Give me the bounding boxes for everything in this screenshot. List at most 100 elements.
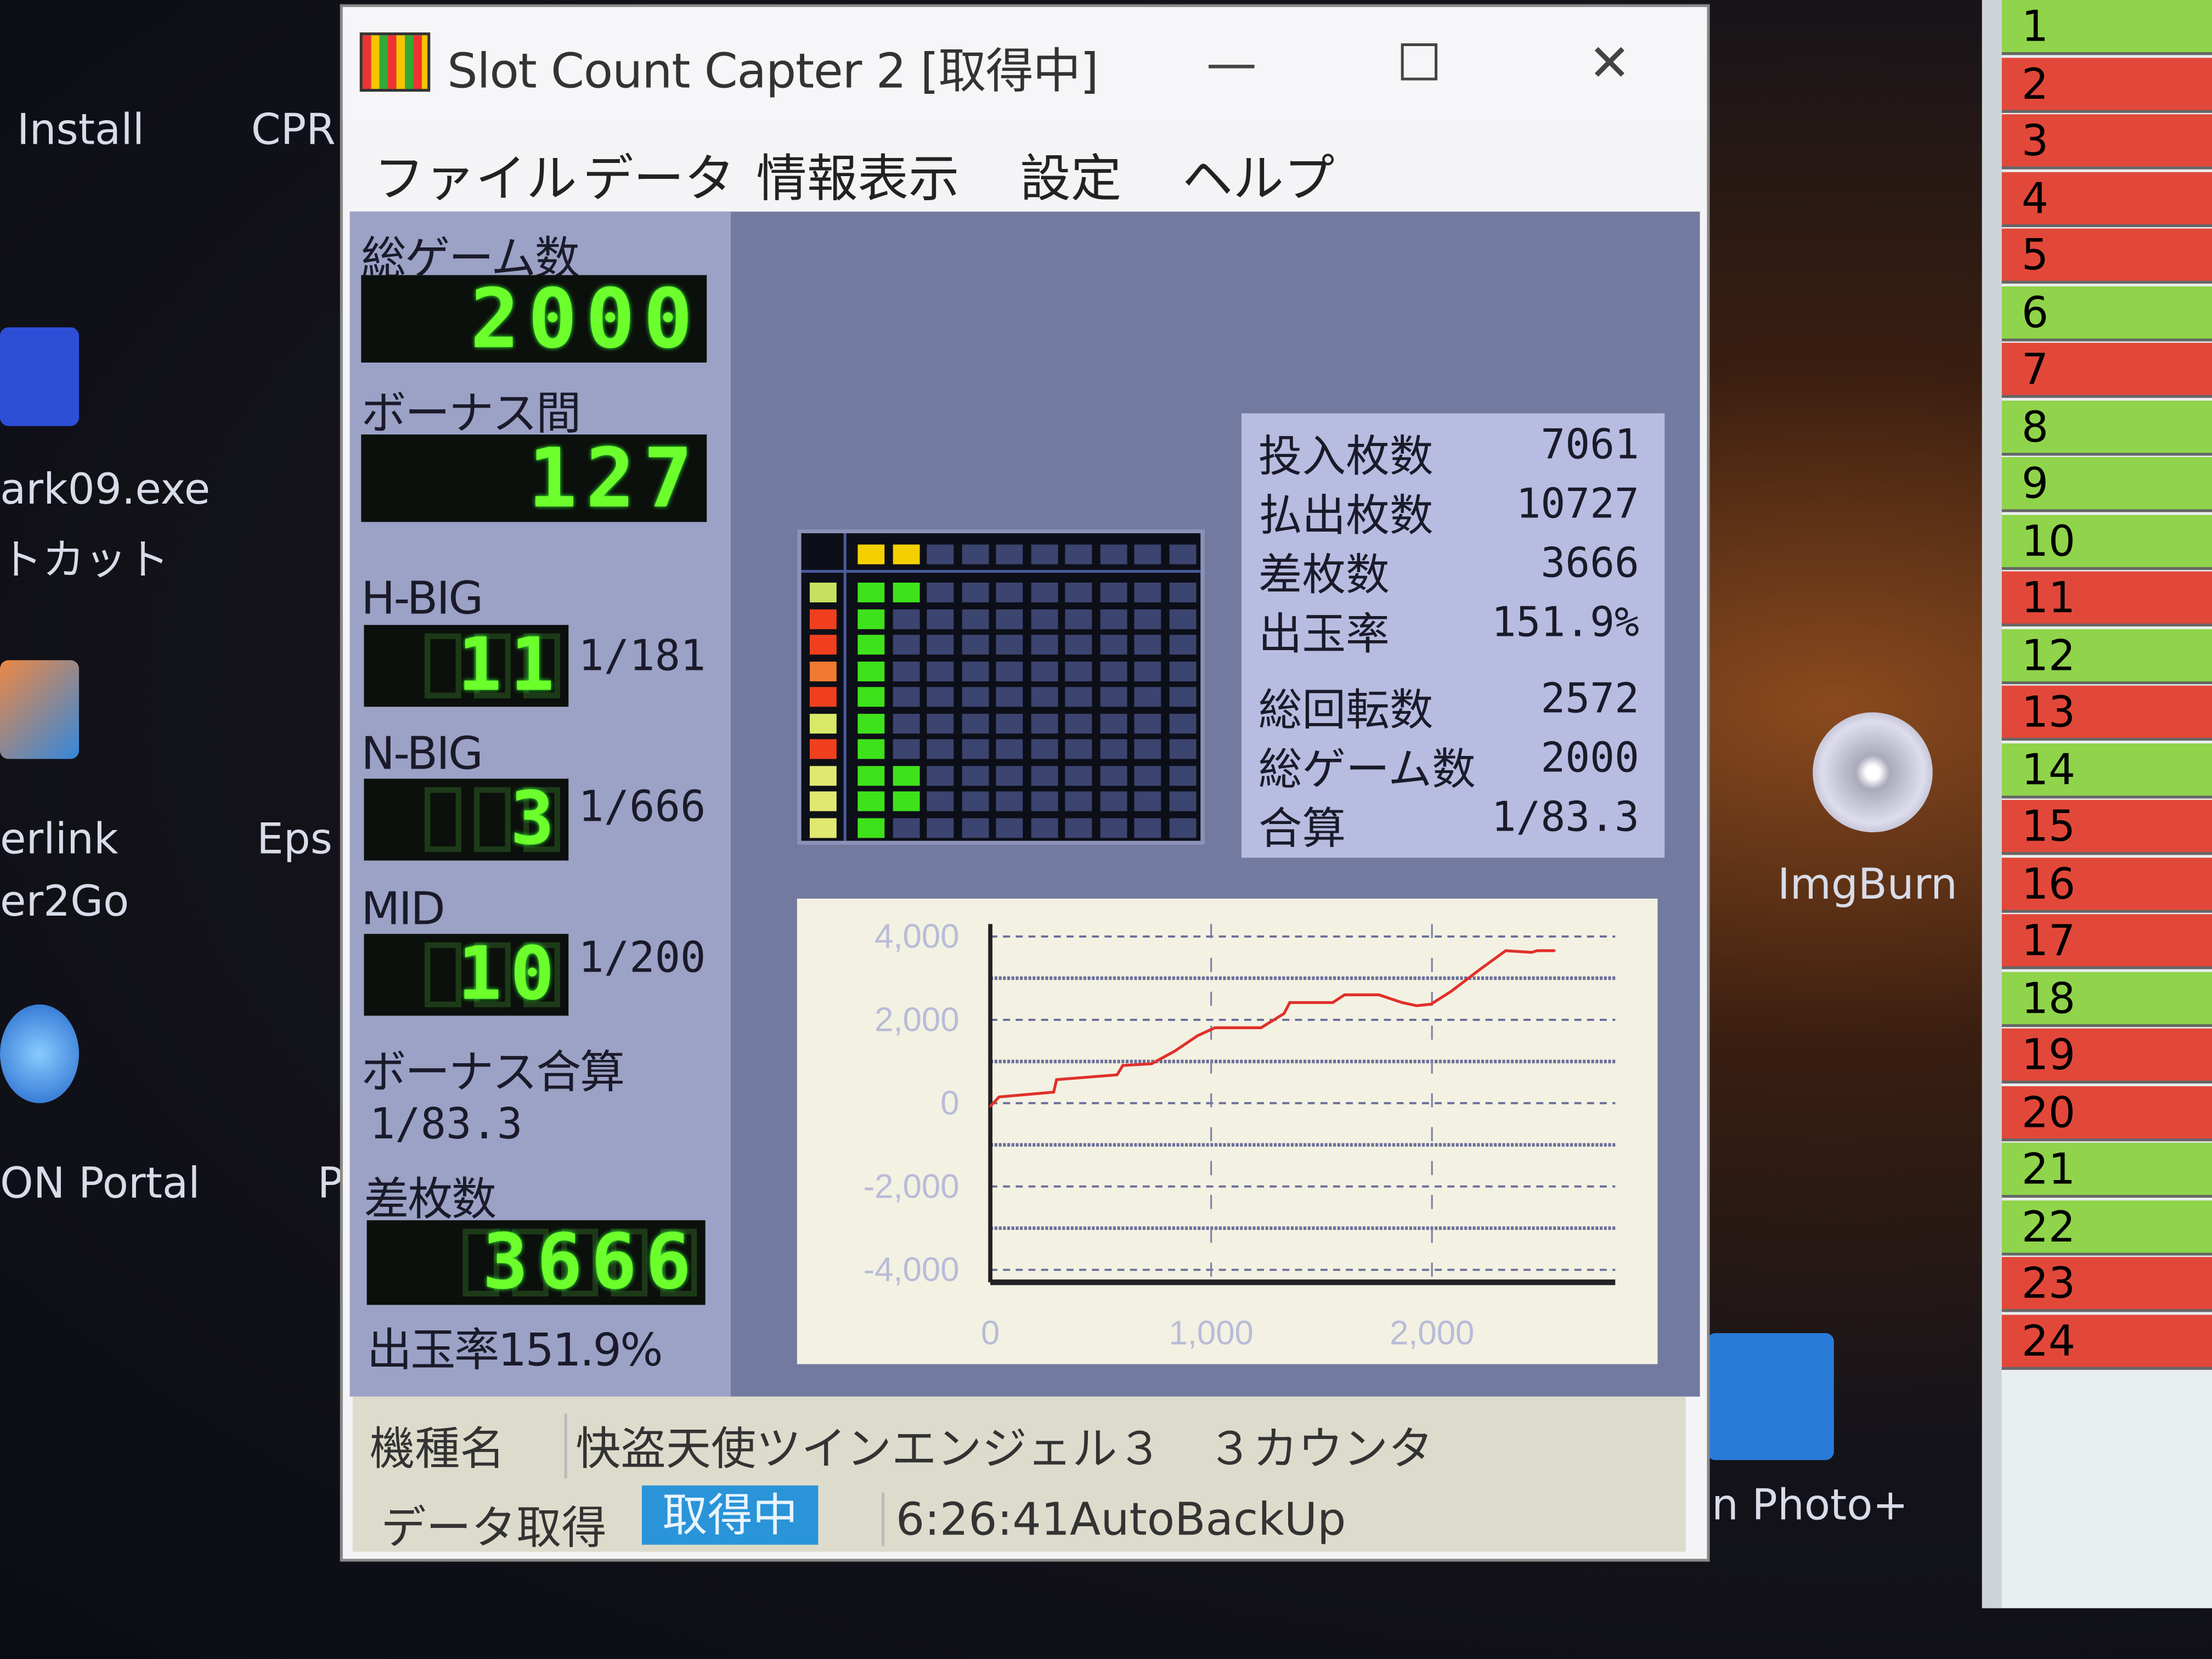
led-cell — [961, 739, 989, 759]
menu-info[interactable]: 情報表示 — [756, 151, 960, 209]
unlit-digit-cell — [512, 1228, 549, 1297]
menu-settings[interactable]: 設定 — [1020, 151, 1122, 209]
desktop-icon-label[interactable]: Eps — [256, 815, 332, 865]
stat-value: 151.9% — [1491, 598, 1639, 646]
sheet-row[interactable]: 10 — [2001, 514, 2212, 569]
stat-label: 総ゲーム数 — [1258, 744, 1476, 796]
sheet-row[interactable]: 16 — [2001, 857, 2212, 912]
sheet-row[interactable]: 5 — [2001, 228, 2212, 284]
info-icon[interactable] — [0, 1004, 79, 1103]
data-point — [989, 1105, 992, 1108]
sheet-row[interactable]: 4 — [2001, 171, 2212, 227]
led-cell — [1030, 713, 1058, 733]
maximize-button[interactable]: ☐ — [1396, 35, 1442, 93]
led-cell — [961, 713, 989, 733]
disc-icon[interactable] — [1813, 712, 1933, 833]
sheet-row[interactable]: 19 — [2001, 1028, 2212, 1084]
led-cell — [892, 544, 919, 565]
led-cell — [1134, 687, 1161, 707]
desktop-icon-label[interactable]: Install — [16, 105, 145, 155]
mid-display: 10 — [364, 934, 569, 1016]
sheet-row[interactable]: 15 — [2001, 799, 2212, 855]
led-cell — [1169, 739, 1196, 759]
status-badge: 取得中 — [641, 1485, 819, 1545]
sheet-row[interactable]: 7 — [2001, 342, 2212, 398]
led-cell — [996, 687, 1023, 707]
sheet-row[interactable]: 23 — [2001, 1257, 2212, 1312]
data-point — [1449, 990, 1452, 993]
sheet-row[interactable]: 1 — [2001, 0, 2212, 55]
led-cell — [927, 687, 954, 707]
sheet-row[interactable]: 9 — [2001, 457, 2212, 512]
data-point — [1530, 951, 1533, 953]
led-cell — [857, 687, 885, 707]
desktop-icon-label[interactable]: ImgBurn — [1777, 860, 1957, 910]
led-cell — [927, 817, 954, 838]
data-point — [1116, 1074, 1119, 1076]
nbig-label: N-BIG — [361, 726, 483, 780]
counter-panel: 総ゲーム数 2000 ボーナス間 127 H-BIG 11 1/181 N-BI… — [349, 211, 731, 1397]
sheet-row[interactable]: 18 — [2001, 971, 2212, 1026]
desktop-icon-label[interactable]: ark09.exe — [0, 465, 211, 515]
stat-label: 出玉率 — [1258, 609, 1390, 661]
led-cell — [857, 713, 885, 733]
led-cell — [1099, 739, 1127, 759]
desktop-icon-label[interactable]: CPR — [251, 105, 336, 155]
nbig-display: 3 — [364, 778, 569, 861]
sheet-row[interactable]: 20 — [2001, 1085, 2212, 1141]
sheet-row[interactable]: 3 — [2001, 114, 2212, 170]
y-tick-label: -2,000 — [864, 1167, 960, 1205]
app-icon[interactable] — [0, 660, 79, 759]
minimize-button[interactable]: — — [1206, 35, 1257, 93]
led-cell — [1134, 661, 1161, 681]
stat-value: 10727 — [1516, 479, 1639, 528]
sheet-row[interactable]: 13 — [2001, 685, 2212, 741]
led-cell — [1169, 765, 1196, 785]
desktop-icon-label[interactable]: ON Portal — [0, 1159, 200, 1209]
spreadsheet-column: 1 2 3 4 5 6 7 8 9 10 11 12 13 14 15 16 17 18 19 20 21 22 23 24 — [1982, 0, 2212, 1609]
led-cell — [1134, 544, 1161, 565]
sheet-row[interactable]: 24 — [2001, 1314, 2212, 1369]
hbig-value: 11 — [458, 625, 563, 707]
led-cell — [1099, 765, 1127, 785]
led-cell — [927, 544, 954, 565]
led-cell — [927, 791, 954, 811]
sheet-row[interactable]: 8 — [2001, 399, 2212, 455]
desktop-icon-label[interactable]: erlink — [0, 815, 119, 865]
led-cell — [892, 661, 919, 681]
menu-help[interactable]: ヘルプ — [1182, 151, 1335, 209]
title-bar[interactable]: Slot Count Capter 2 [取得中] — ☐ ✕ — [342, 7, 1707, 120]
sheet-row[interactable]: 21 — [2001, 1142, 2212, 1198]
photo-app-icon[interactable] — [1707, 1333, 1834, 1460]
led-cell — [809, 791, 837, 811]
menu-data[interactable]: データ — [582, 151, 735, 209]
total-games-value: 2000 — [470, 275, 701, 363]
led-cell — [961, 582, 989, 602]
sheet-row[interactable]: 14 — [2001, 742, 2212, 798]
sheet-row[interactable]: 12 — [2001, 628, 2212, 684]
close-button[interactable]: ✕ — [1588, 35, 1631, 93]
sheet-row[interactable]: 22 — [2001, 1199, 2212, 1255]
led-cell — [1065, 817, 1092, 838]
menu-file[interactable]: ファイル — [374, 151, 577, 209]
grid-divider — [843, 533, 847, 841]
sheet-row[interactable]: 11 — [2001, 571, 2212, 627]
sheet-row[interactable]: 2 — [2001, 57, 2212, 112]
led-cell — [857, 608, 885, 629]
led-cell — [996, 635, 1023, 655]
led-cell — [1065, 661, 1092, 681]
model-name: 快盗天使ツインエンジェル３ ３カウンタ — [564, 1413, 1434, 1479]
stat-value: 2572 — [1541, 674, 1639, 723]
sheet-row[interactable]: 17 — [2001, 914, 2212, 969]
led-cell — [857, 739, 885, 759]
stat-row: 差枚数 3666 — [1259, 539, 1639, 602]
desktop-icon-label[interactable]: on Photo+ — [1685, 1481, 1909, 1531]
led-cell — [1065, 713, 1092, 733]
sheet-row[interactable]: 6 — [2001, 285, 2212, 341]
file-icon[interactable] — [0, 327, 79, 426]
y-tick-label: 4,000 — [874, 918, 959, 956]
led-cell — [927, 635, 954, 655]
led-cell — [1065, 791, 1092, 811]
desktop-icon-label: P — [317, 1159, 343, 1209]
